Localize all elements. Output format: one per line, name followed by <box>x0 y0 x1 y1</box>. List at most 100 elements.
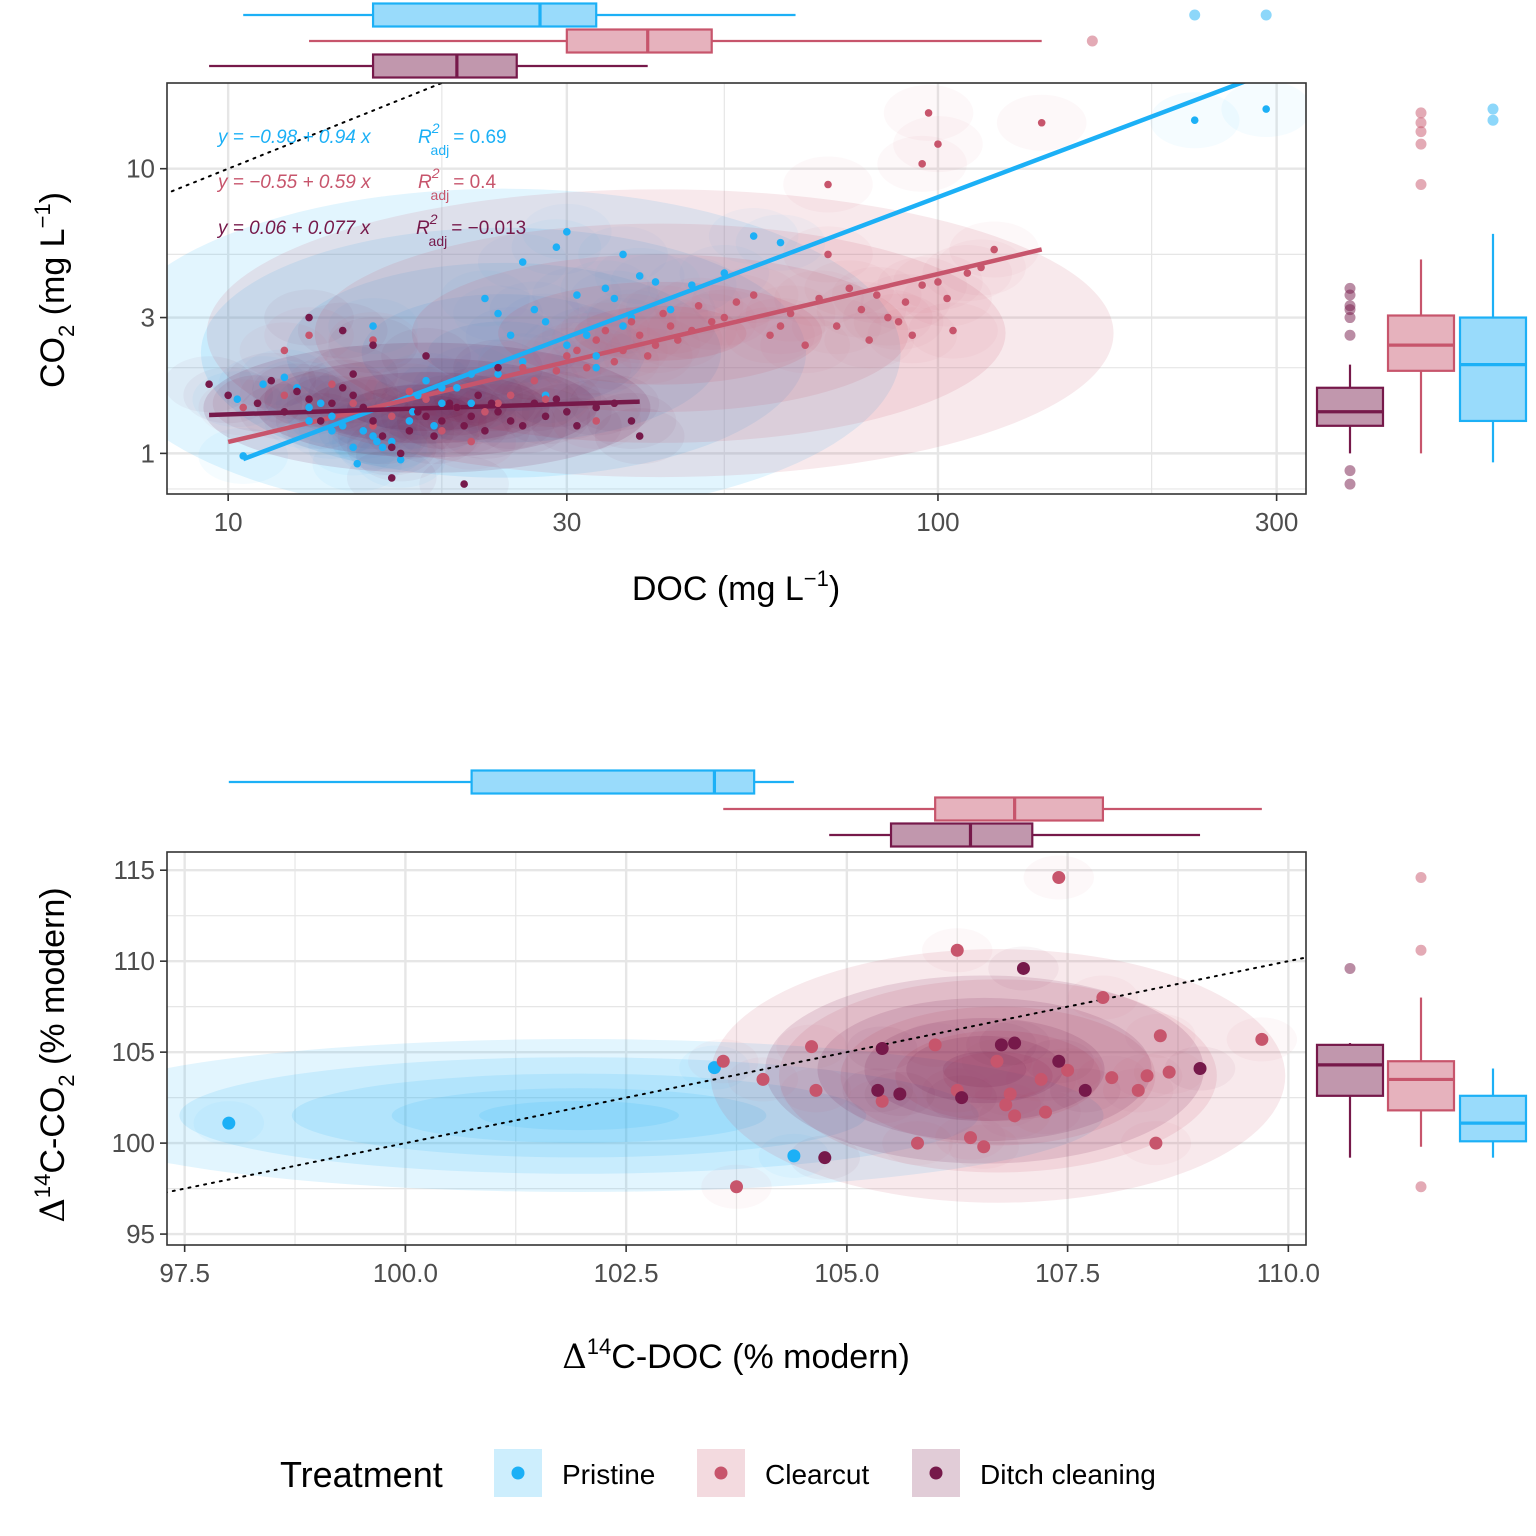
boxplot-outlier <box>1487 114 1499 126</box>
data-point <box>884 313 892 322</box>
r2-label: R2 adj= −0.013 <box>416 211 526 249</box>
data-point <box>918 160 926 168</box>
density-blob-ditch-cleaning <box>346 449 437 494</box>
legend-title: Treatment <box>280 1454 443 1495</box>
density-contour-pristine <box>391 1088 767 1143</box>
data-point <box>573 291 581 299</box>
data-point <box>338 383 347 392</box>
data-point <box>1153 1029 1167 1043</box>
boxplot-outlier <box>1260 9 1272 21</box>
top-xaxis-title: DOC (mg L−1) <box>632 566 840 608</box>
data-point <box>328 427 336 435</box>
data-point <box>530 305 539 314</box>
data-point <box>872 291 881 299</box>
y-boxplot-ditch-cleaning <box>1315 962 1385 1158</box>
data-point <box>338 326 347 335</box>
data-point <box>494 309 502 318</box>
data-point <box>582 363 591 372</box>
y-tick-label: 115 <box>114 855 155 885</box>
y-tick-label: 110 <box>114 946 155 976</box>
data-point <box>1262 105 1270 113</box>
data-point <box>494 407 502 416</box>
data-point <box>592 417 601 425</box>
data-point <box>369 322 377 330</box>
data-point <box>928 1038 942 1052</box>
density-contour-clearcut <box>895 1030 1101 1122</box>
x-boxplot-ditch-cleaning <box>829 822 1201 848</box>
data-point <box>875 1042 889 1055</box>
data-point <box>934 278 942 286</box>
data-point <box>506 391 515 400</box>
data-point <box>592 403 601 412</box>
data-point <box>518 357 527 366</box>
data-point <box>481 427 489 435</box>
data-point <box>506 417 515 425</box>
boxplot-outlier <box>1415 138 1427 150</box>
data-point <box>963 1131 977 1145</box>
density-contour-clearcut <box>778 979 1217 1173</box>
data-point <box>635 331 644 340</box>
data-point <box>707 317 716 326</box>
data-point <box>963 269 972 277</box>
data-point <box>481 407 489 416</box>
data-point <box>845 284 854 293</box>
density-contour-clearcut <box>710 949 1286 1203</box>
top-panel: 10 30 100 300 1 3 10 <box>126 2 1528 537</box>
density-contour-clearcut <box>943 1051 1053 1101</box>
density-contour-ditch-cleaning <box>817 997 1152 1142</box>
boxplot-box <box>1458 1094 1528 1143</box>
data-point <box>918 281 926 289</box>
data-point <box>552 243 561 251</box>
equation-pristine: y = −0.98 + 0.94 x R2 adj= 0.69 <box>216 120 507 158</box>
data-point <box>1008 1109 1022 1123</box>
panel-background <box>167 83 1306 494</box>
data-point <box>824 180 832 189</box>
equation-ditch-cleaning: y = 0.06 + 0.077 x R2 adj= −0.013 <box>216 211 526 249</box>
data-point <box>815 294 823 303</box>
x-boxplot-pristine <box>228 769 794 795</box>
data-point <box>805 1040 819 1054</box>
equation-text: y = 0.06 + 0.077 x <box>216 218 372 239</box>
data-point <box>387 443 396 452</box>
equation-text: y = −0.98 + 0.94 x <box>216 127 372 148</box>
boxplot-box <box>1458 316 1528 423</box>
data-point <box>720 269 729 277</box>
data-point <box>627 317 636 326</box>
r2-label: R2 adj= 0.69 <box>418 120 507 158</box>
data-point <box>674 336 682 344</box>
data-point <box>259 380 267 388</box>
data-point <box>205 380 213 388</box>
density-contour-ditch-cleaning <box>864 1018 1105 1122</box>
data-point <box>893 1087 907 1101</box>
data-point <box>610 399 619 408</box>
data-point <box>990 1054 1004 1068</box>
bottom-panel: 97.5 100.0 102.5 105.0 107.5 110.0 95 100 105 110… <box>112 769 1528 1288</box>
data-point <box>438 417 446 425</box>
data-point <box>749 232 758 240</box>
series-pristine <box>233 105 1270 468</box>
data-point <box>541 412 550 421</box>
density-layer <box>167 855 1298 1209</box>
data-point <box>481 294 489 303</box>
data-point <box>977 263 985 272</box>
data-point <box>414 407 422 416</box>
density-contour-pristine <box>200 227 807 478</box>
legend: Treatment Pristine Clearcut Ditch cleani… <box>280 1449 1156 1497</box>
data-point <box>328 412 336 421</box>
boxplot-outlier <box>1415 117 1427 129</box>
boxplot-outlier <box>1189 9 1201 21</box>
x-tick-label: 102.5 <box>594 1258 659 1288</box>
data-point <box>943 294 951 303</box>
data-point <box>222 1116 236 1130</box>
data-point <box>1061 1063 1075 1077</box>
data-point <box>328 380 336 388</box>
data-point <box>1008 1036 1022 1050</box>
data-point <box>766 331 774 340</box>
density-contour-ditch-cleaning <box>765 975 1204 1164</box>
boxplot-box <box>889 822 1034 848</box>
boxplot-outlier <box>1415 179 1427 191</box>
gridlines <box>167 852 1306 1245</box>
boxplot-outlier <box>1086 35 1098 47</box>
boxplot-outlier <box>1344 329 1356 341</box>
data-point <box>494 399 502 408</box>
